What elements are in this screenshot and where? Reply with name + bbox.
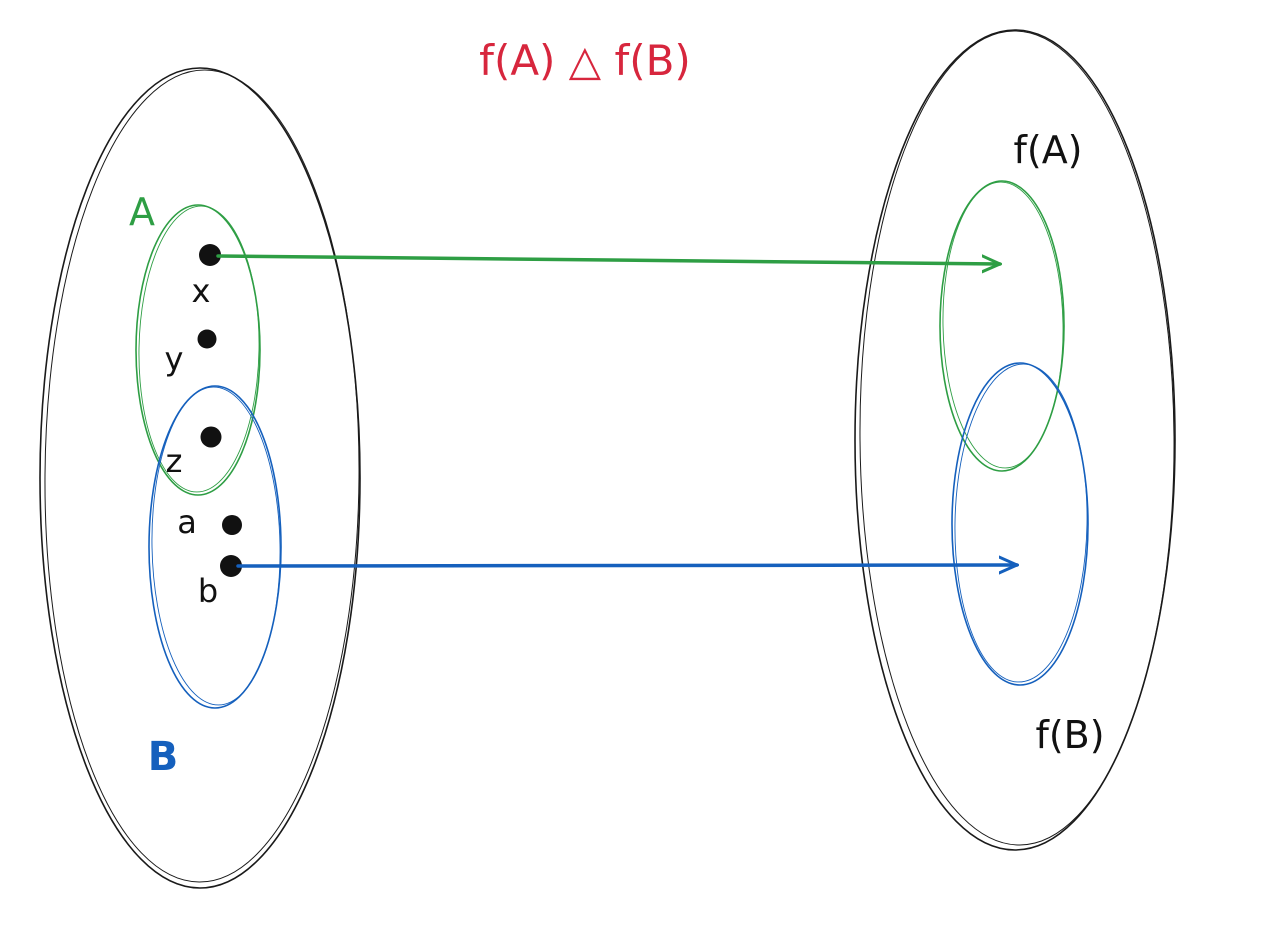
image-a-label: f(A) <box>1013 128 1082 172</box>
codomain-outline <box>854 29 1176 851</box>
arrow-b-to-image-b <box>236 565 1017 566</box>
set-b-outline <box>148 385 282 709</box>
set-a-label: A <box>129 190 155 234</box>
set-b-label: B <box>148 734 179 780</box>
image-b-outline <box>951 362 1089 686</box>
image-a-outline <box>939 180 1065 472</box>
image-b-label: f(B) <box>1035 713 1104 757</box>
point-x: x <box>192 244 221 310</box>
domain-outline <box>39 67 361 889</box>
point-y-label: y <box>165 340 184 378</box>
point-a-label: a <box>177 503 197 541</box>
point-b-label: b <box>198 572 218 610</box>
point-a: a <box>177 503 242 541</box>
set-a-outline <box>135 204 261 496</box>
point-z: z <box>166 426 222 480</box>
point-b: b <box>198 555 242 610</box>
diagram-title: f(A) △ f(B) <box>479 36 691 85</box>
point-z-label: z <box>166 442 183 480</box>
arrow-x-to-image-a <box>216 254 1000 264</box>
point-y: y <box>165 329 217 378</box>
point-x-label: x <box>192 272 211 310</box>
